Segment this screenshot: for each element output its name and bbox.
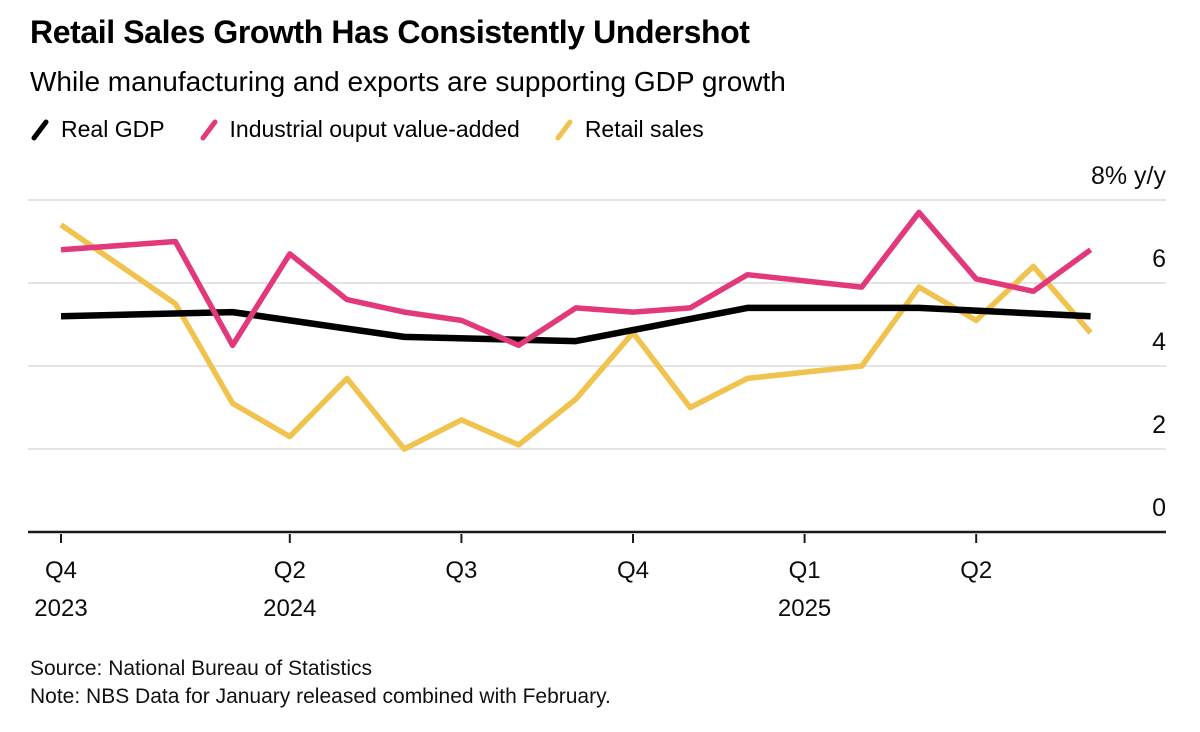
- quarter-label: Q4: [617, 557, 649, 584]
- legend: Real GDP Industrial ouput value-added Re…: [30, 116, 704, 143]
- source-note: Source: National Bureau of Statistics: [30, 657, 373, 680]
- line-swatch-icon: [200, 119, 218, 140]
- legend-label: Industrial ouput value-added: [229, 116, 520, 142]
- industrial-output-line: [60, 209, 1093, 349]
- legend-item-retail-sales: Retail sales: [554, 116, 704, 143]
- legend-label: Retail sales: [584, 116, 704, 142]
- chart-footer: Source: National Bureau of Statistics No…: [30, 655, 611, 711]
- quarter-label: Q1: [789, 557, 821, 584]
- quarter-label: Q3: [445, 557, 477, 584]
- year-label: 2024: [263, 595, 316, 622]
- quarter-label: Q2: [960, 557, 992, 584]
- legend-item-real-gdp: Real GDP: [30, 116, 165, 143]
- y-tick-label: 8% y/y: [1091, 162, 1167, 190]
- data-note: Note: NBS Data for January released comb…: [30, 685, 611, 708]
- legend-label: Real GDP: [61, 116, 165, 142]
- chart-title: Retail Sales Growth Has Consistently Und…: [30, 14, 750, 50]
- year-label: 2023: [34, 595, 87, 622]
- year-label: 2025: [778, 595, 831, 622]
- legend-item-industrial-output: Industrial ouput value-added: [199, 116, 520, 143]
- chart-subtitle: While manufacturing and exports are supp…: [30, 66, 786, 97]
- y-tick-label: 2: [1152, 411, 1166, 439]
- real-gdp-line: [60, 304, 1091, 345]
- retail-sales-line: [59, 222, 1093, 452]
- y-tick-label: 0: [1152, 494, 1166, 522]
- y-tick-label: 6: [1152, 245, 1166, 273]
- quarter-label: Q4: [45, 557, 77, 584]
- line-swatch-icon: [31, 119, 49, 140]
- quarter-label: Q2: [274, 557, 306, 584]
- y-tick-label: 4: [1152, 328, 1166, 356]
- line-swatch-icon: [555, 119, 573, 140]
